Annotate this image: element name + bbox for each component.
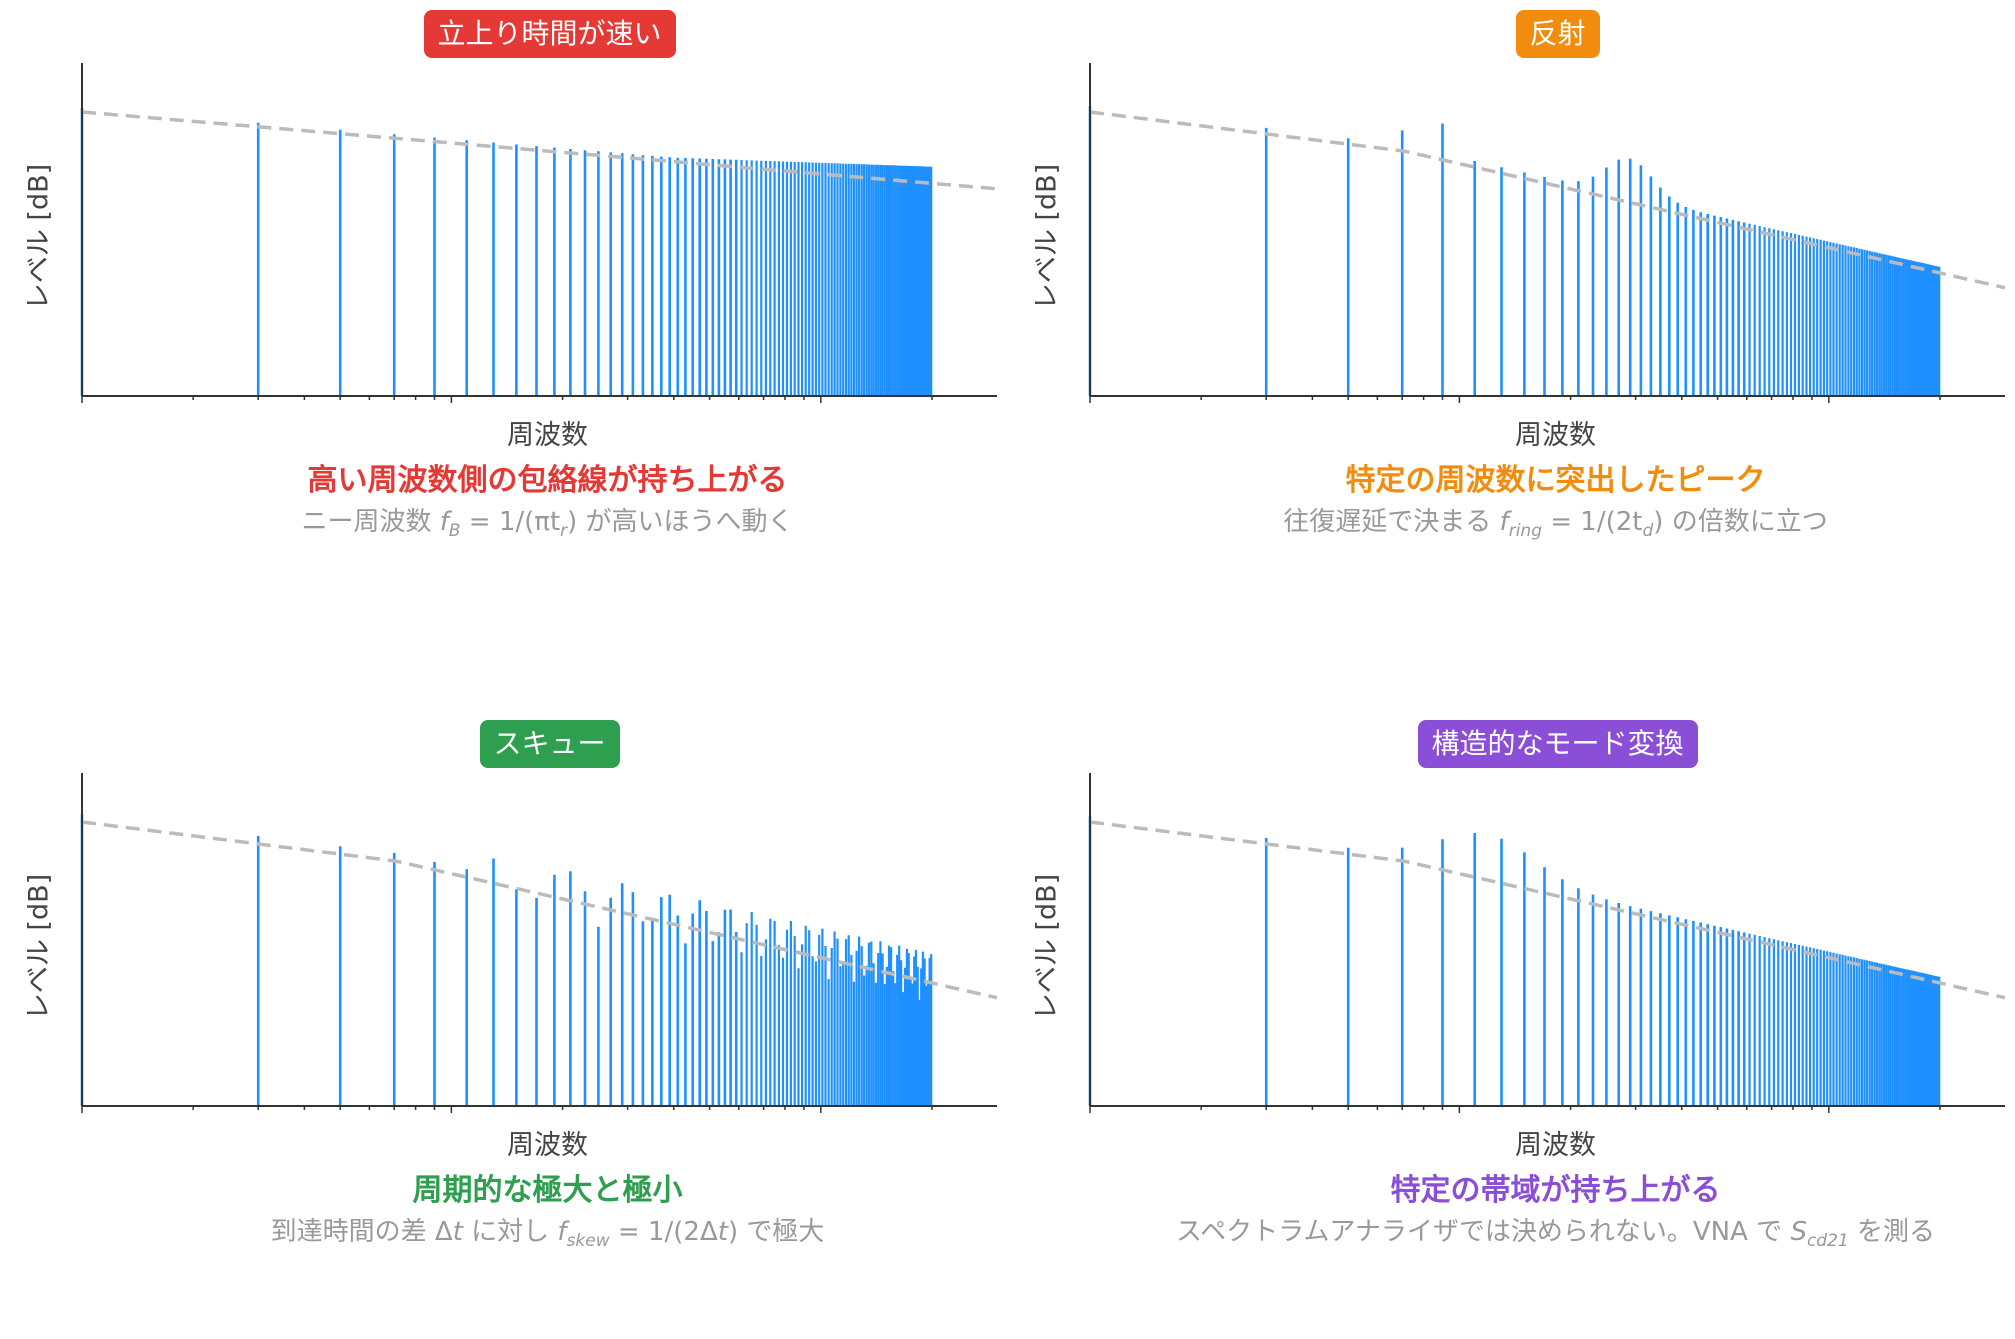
x-axis-label: 周波数: [507, 1130, 588, 1161]
chart-title-badge: スキュー: [479, 720, 620, 768]
envelope-line: [81, 820, 998, 1000]
harmonic-lines: [80, 814, 933, 1106]
y-axis-label: レベル [dB]: [23, 873, 55, 1021]
harmonic-lines: [1088, 816, 1941, 1106]
chart-subcaption: ニー周波数 fB = 1/(πtr) が高いほうへ動く: [301, 507, 794, 542]
y-axis-label: レベル [dB]: [23, 163, 55, 311]
chart-caption: 高い周波数側の包絡線が持ち上がる: [307, 463, 788, 498]
harmonic-lines: [1088, 106, 1941, 396]
x-axis-label: 周波数: [1515, 420, 1596, 451]
spectrum-plot: [1088, 773, 2006, 1113]
x-axis-label: 周波数: [507, 420, 588, 451]
chart-panel-3: スキュー周波数 レベル [dB] 周期的な極大と極小到達時間の差 Δt に対し fs…: [0, 710, 1007, 1339]
spectrum-plot: [1088, 63, 2006, 403]
x-axis-label: 周波数: [1515, 1130, 1596, 1161]
chart-caption: 特定の周波数に突出したピーク: [1345, 463, 1766, 498]
envelope-line: [1089, 820, 2006, 1000]
spectrum-plot: [80, 773, 998, 1113]
chart-panel-4: 構造的なモード変換周波数 レベル [dB] 特定の帯域が持ち上がるスペクトラムアナラ…: [1008, 710, 2015, 1339]
chart-title-badge: 立上り時間が速い: [423, 10, 676, 58]
chart-subcaption: スペクトラムアナライザでは決められない。VNA で Scd21 を測る: [1176, 1217, 1935, 1252]
chart-subcaption: 往復遅延で決まる fring = 1/(2td) の倍数に立つ: [1283, 507, 1828, 542]
harmonic-lines: [80, 108, 933, 396]
envelope-line: [81, 110, 998, 191]
chart-title-badge: 構造的なモード変換: [1417, 720, 1698, 768]
spectrum-plot: [80, 63, 998, 403]
y-axis-label: レベル [dB]: [1031, 163, 1063, 311]
chart-panel-2: 反射周波数 レベル [dB] 特定の周波数に突出したピーク往復遅延で決まる frin…: [1008, 0, 2015, 629]
envelope-line: [1089, 110, 2006, 290]
chart-panel-1: 立上り時間が速い周波数 レベル [dB] 高い周波数側の包絡線が持ち上がる ニー周波数…: [0, 0, 1007, 629]
chart-caption: 特定の帯域が持ち上がる: [1390, 1173, 1721, 1208]
chart-title-badge: 反射: [1515, 10, 1600, 58]
chart-caption: 周期的な極大と極小: [412, 1173, 683, 1208]
chart-subcaption: 到達時間の差 Δt に対し fskew = 1/(2Δt) で極大: [270, 1217, 825, 1252]
y-axis-label: レベル [dB]: [1031, 873, 1063, 1021]
